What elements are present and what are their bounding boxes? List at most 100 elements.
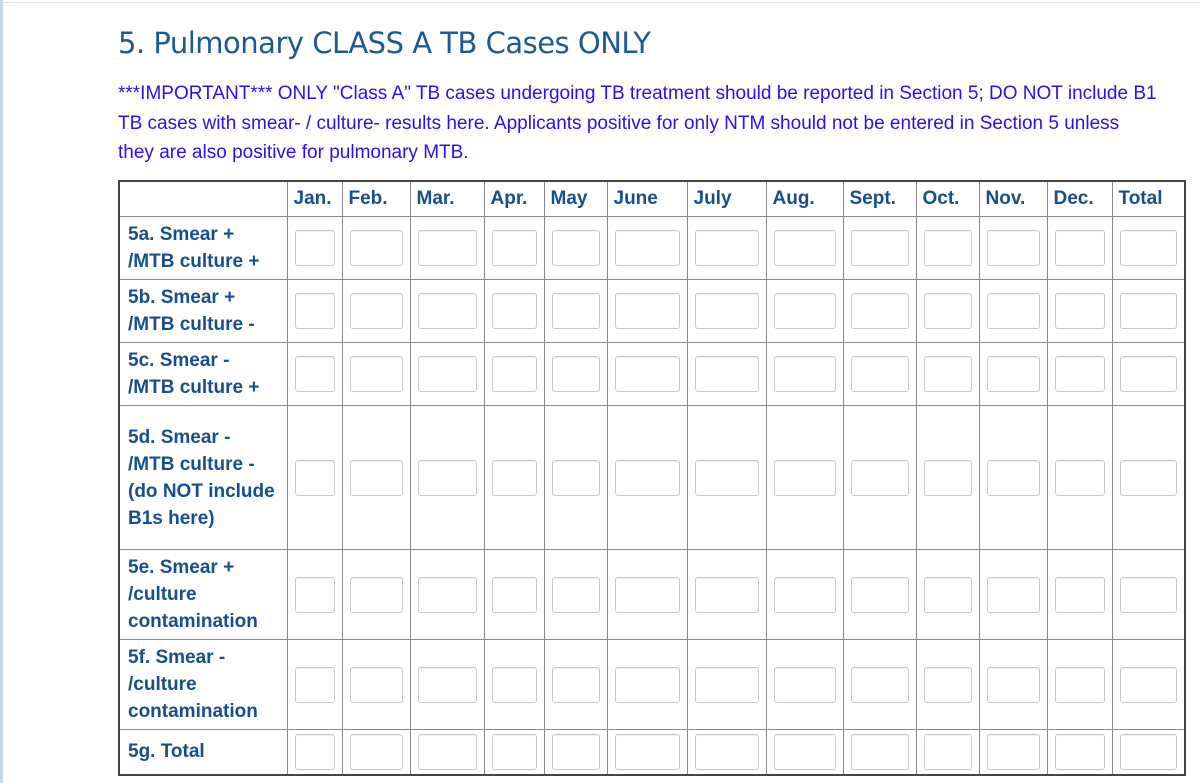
table-cell — [341, 405, 411, 550]
count-input[interactable] — [923, 356, 972, 392]
count-input[interactable] — [614, 666, 680, 703]
count-input[interactable] — [694, 356, 759, 392]
table-cell — [686, 216, 767, 280]
count-input[interactable] — [349, 230, 403, 266]
count-input[interactable] — [551, 459, 600, 496]
count-input[interactable] — [986, 666, 1040, 703]
table-cell — [686, 549, 767, 640]
count-input[interactable] — [417, 666, 477, 703]
count-input[interactable] — [986, 230, 1040, 266]
count-input[interactable] — [417, 459, 477, 496]
count-input[interactable] — [773, 356, 836, 392]
count-input[interactable] — [986, 356, 1040, 392]
count-input[interactable] — [923, 666, 972, 703]
count-input[interactable] — [349, 576, 403, 613]
table-cell — [1046, 405, 1113, 550]
count-input[interactable] — [850, 576, 909, 613]
count-input[interactable] — [773, 733, 836, 770]
count-input[interactable] — [850, 459, 909, 496]
count-input[interactable] — [1054, 733, 1105, 770]
count-input[interactable] — [551, 230, 600, 266]
count-input[interactable] — [986, 459, 1040, 496]
count-input[interactable] — [694, 230, 759, 266]
count-input[interactable] — [614, 293, 680, 329]
count-input[interactable] — [417, 576, 477, 613]
count-input[interactable] — [1054, 459, 1105, 496]
count-input[interactable] — [417, 733, 477, 770]
count-input[interactable] — [349, 459, 403, 496]
count-input[interactable] — [491, 459, 537, 496]
count-input[interactable] — [1119, 733, 1177, 770]
count-input[interactable] — [850, 230, 909, 266]
count-input[interactable] — [1119, 356, 1177, 392]
count-input[interactable] — [551, 293, 600, 329]
count-input[interactable] — [923, 576, 972, 613]
table-cell — [765, 549, 844, 640]
count-input[interactable] — [294, 666, 335, 703]
count-input[interactable] — [923, 733, 972, 770]
count-input[interactable] — [1119, 666, 1177, 703]
count-input[interactable] — [850, 356, 909, 392]
count-input[interactable] — [349, 356, 403, 392]
column-header: Apr. — [483, 180, 545, 217]
count-input[interactable] — [923, 459, 972, 496]
count-input[interactable] — [1119, 230, 1177, 266]
count-input[interactable] — [1054, 356, 1105, 392]
count-input[interactable] — [986, 293, 1040, 329]
count-input[interactable] — [850, 666, 909, 703]
count-input[interactable] — [773, 293, 836, 329]
count-input[interactable] — [986, 733, 1040, 770]
count-input[interactable] — [417, 293, 477, 329]
count-input[interactable] — [491, 733, 537, 770]
count-input[interactable] — [694, 733, 759, 770]
count-input[interactable] — [294, 576, 335, 613]
count-input[interactable] — [349, 293, 403, 329]
count-input[interactable] — [694, 666, 759, 703]
count-input[interactable] — [349, 666, 403, 703]
count-input[interactable] — [491, 666, 537, 703]
count-input[interactable] — [551, 733, 600, 770]
count-input[interactable] — [614, 733, 680, 770]
count-input[interactable] — [923, 293, 972, 329]
count-input[interactable] — [1119, 459, 1177, 496]
count-input[interactable] — [294, 733, 335, 770]
count-input[interactable] — [614, 576, 680, 613]
count-input[interactable] — [1054, 666, 1105, 703]
count-input[interactable] — [850, 733, 909, 770]
count-input[interactable] — [694, 576, 759, 613]
count-input[interactable] — [1119, 576, 1177, 613]
count-input[interactable] — [923, 230, 972, 266]
count-input[interactable] — [491, 230, 537, 266]
count-input[interactable] — [773, 459, 836, 496]
count-input[interactable] — [986, 576, 1040, 613]
count-input[interactable] — [614, 459, 680, 496]
count-input[interactable] — [773, 666, 836, 703]
count-input[interactable] — [694, 293, 759, 329]
count-input[interactable] — [551, 576, 600, 613]
count-input[interactable] — [1054, 576, 1105, 613]
table-cell — [842, 405, 917, 550]
count-input[interactable] — [294, 356, 335, 392]
table-cell — [341, 342, 411, 406]
count-input[interactable] — [417, 356, 477, 392]
count-input[interactable] — [417, 230, 477, 266]
count-input[interactable] — [773, 230, 836, 266]
count-input[interactable] — [551, 356, 600, 392]
count-input[interactable] — [773, 576, 836, 613]
count-input[interactable] — [614, 356, 680, 392]
count-input[interactable] — [491, 576, 537, 613]
count-input[interactable] — [551, 666, 600, 703]
count-input[interactable] — [349, 733, 403, 770]
count-input[interactable] — [491, 356, 537, 392]
count-input[interactable] — [1054, 293, 1105, 329]
count-input[interactable] — [614, 230, 680, 266]
count-input[interactable] — [1054, 230, 1105, 266]
count-input[interactable] — [1119, 293, 1177, 329]
count-input[interactable] — [694, 459, 759, 496]
row-label: 5b. Smear + /MTB culture - — [118, 279, 288, 343]
count-input[interactable] — [294, 459, 335, 496]
count-input[interactable] — [294, 230, 335, 266]
count-input[interactable] — [294, 293, 335, 329]
count-input[interactable] — [850, 293, 909, 329]
count-input[interactable] — [491, 293, 537, 329]
